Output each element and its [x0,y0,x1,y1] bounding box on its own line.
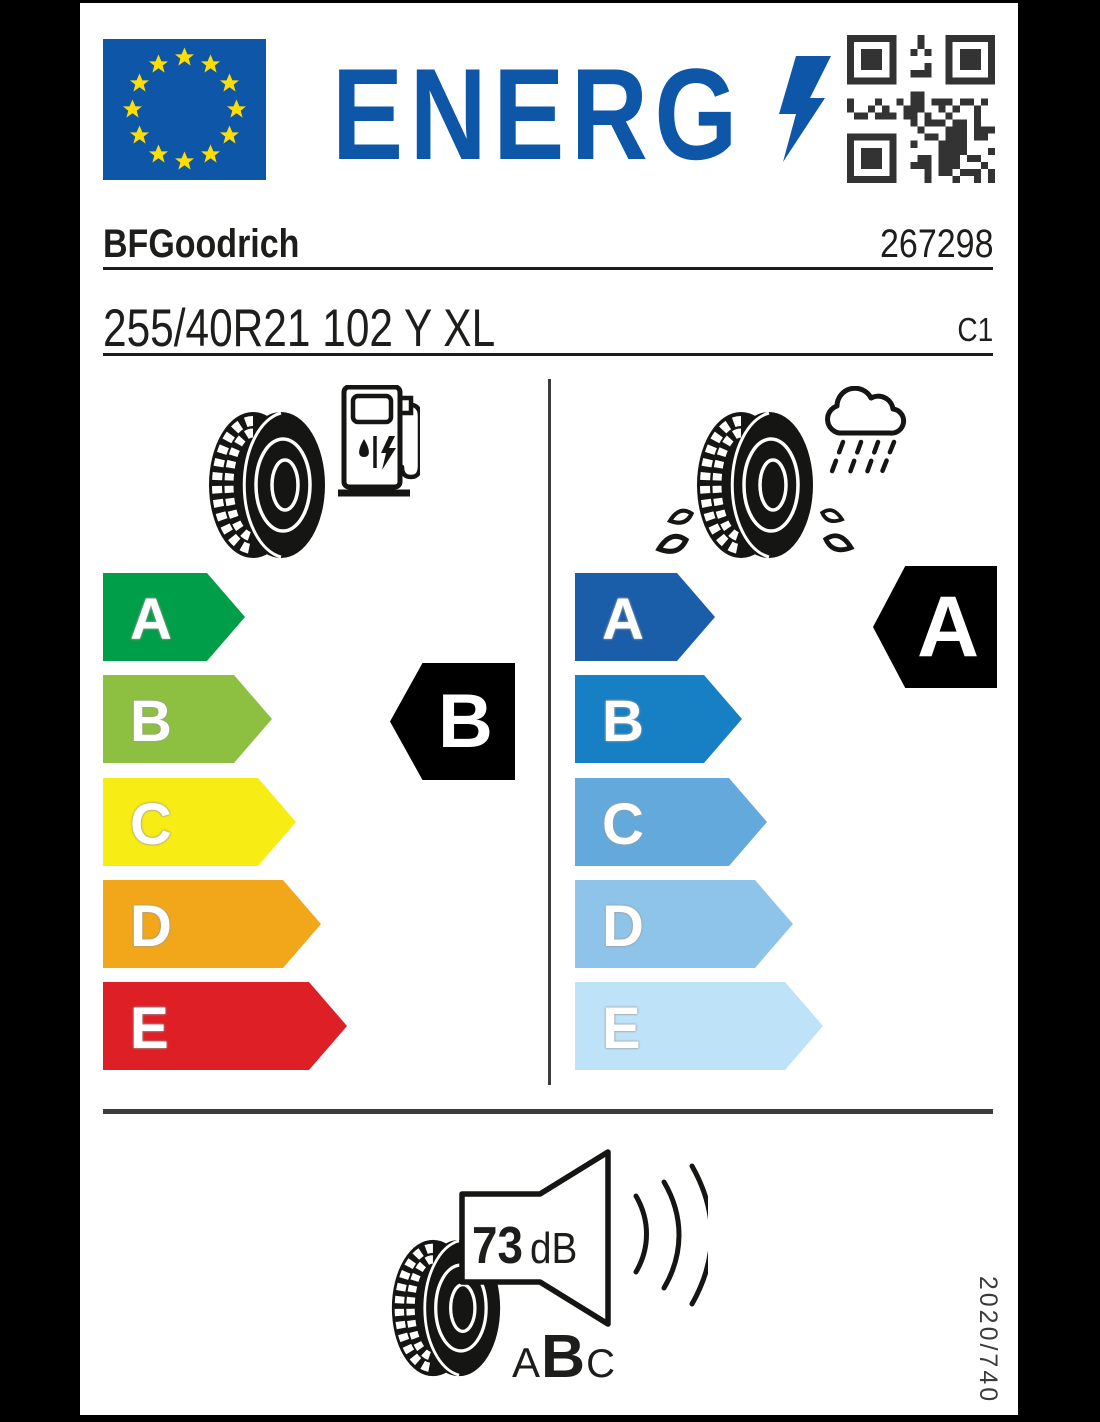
fuel-scale-arrow-c: C [103,778,296,866]
tire-noise-speaker-icon [388,1149,708,1393]
tire-size-text: 255/40R21 102 Y XL [103,299,496,358]
wet-scale-arrow-b: B [575,675,742,763]
noise-class-a: A [512,1339,541,1386]
wet-scale-arrow-c: C [575,778,767,866]
wet-grade-label: D [602,894,644,959]
wet-grade-label: E [602,996,641,1061]
fuel-grade-label: E [130,996,169,1061]
noise-section-divider-line [103,1109,993,1114]
column-divider-line [548,379,551,1085]
noise-db-text: 73 dB [472,1216,577,1276]
fuel-scale-arrow-e: E [103,982,347,1070]
noise-value: 73 [472,1217,523,1275]
tire-class-text: C1 [957,311,993,348]
wet-grade-label: A [602,587,644,652]
fuel-grade-label: D [130,894,172,959]
fuel-efficiency-rating-badge: B [390,663,515,780]
wet-scale-arrow-d: D [575,880,793,968]
wet-grade-label: C [602,792,644,857]
brand-name: BFGoodrich [103,222,300,266]
fuel-grade-label: A [130,587,172,652]
lightning-bolt-icon [779,56,831,162]
wet-grip-rating-badge: A [873,566,997,688]
fuel-grade-label: B [130,689,172,754]
noise-unit: dB [529,1224,578,1273]
fuel-scale-arrow-b: B [103,675,272,763]
tire-rain-cloud-icon [655,386,907,561]
size-divider-line [103,353,993,356]
wet-scale-arrow-e: E [575,982,823,1070]
wet-grade-label: B [602,689,644,754]
tire-energy-label: ENERG BFGoodrich 267298 255/40R21 102 Y … [80,3,1018,1415]
product-code: 267298 [879,222,993,266]
fuel-grade-label: C [130,792,172,857]
qr-code [847,35,995,183]
header-divider-line [103,267,993,270]
tire-fuel-pump-icon [205,385,420,560]
energ-logo-text: ENERG [332,41,744,187]
noise-class-c: C [586,1342,615,1386]
regulation-number: 2020/740 [974,1275,1002,1405]
noise-class-letters: ABC [512,1321,615,1391]
noise-class-b-selected: B [541,1322,586,1390]
fuel-scale-arrow-a: A [103,573,245,661]
eu-flag [103,39,266,180]
wet-scale-arrow-a: A [575,573,715,661]
fuel-scale-arrow-d: D [103,880,321,968]
